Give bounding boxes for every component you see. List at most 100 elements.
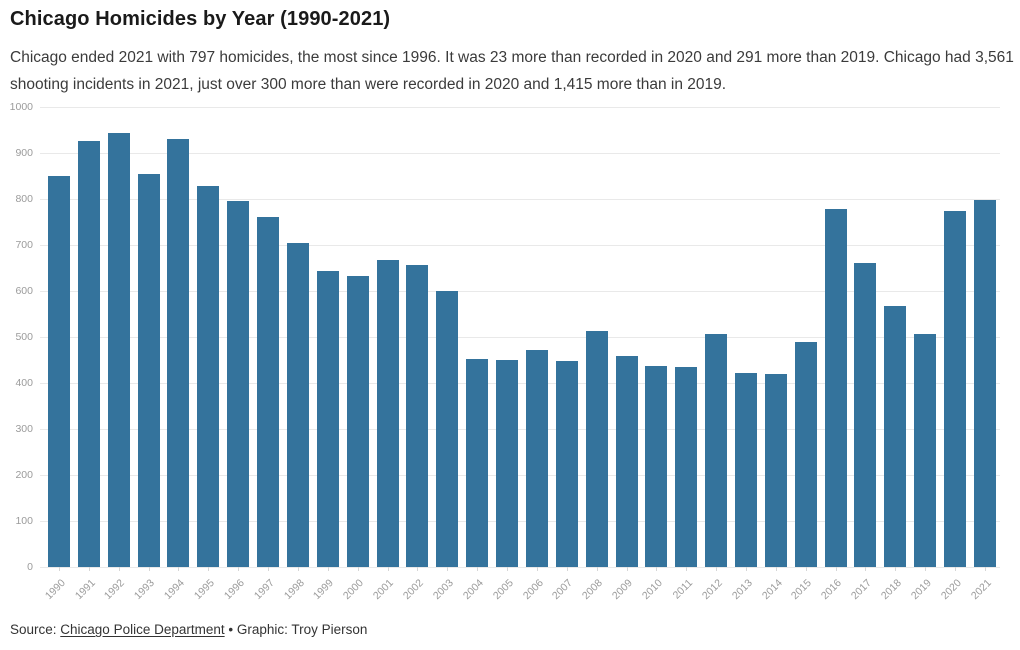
bar-2008[interactable] <box>585 331 608 567</box>
bar-2003[interactable] <box>436 290 459 567</box>
x-axis-label-2009: 2009 <box>610 577 636 603</box>
y-axis-label-400: 400 <box>15 377 33 389</box>
x-tick-2015 <box>805 567 807 571</box>
bar-1991[interactable] <box>77 140 100 567</box>
gridline-400 <box>40 383 1000 384</box>
bar-2021[interactable] <box>973 200 996 567</box>
x-tick-2016 <box>835 567 837 571</box>
gridline-200 <box>40 475 1000 476</box>
bar-1999[interactable] <box>316 271 339 567</box>
x-tick-2018 <box>895 567 897 571</box>
x-tick-2000 <box>357 567 359 571</box>
y-axis-label-700: 700 <box>15 239 33 251</box>
bar-2020[interactable] <box>944 210 967 567</box>
bar-1990[interactable] <box>48 175 70 567</box>
bar-2017[interactable] <box>854 263 877 567</box>
bar-1996[interactable] <box>227 200 250 567</box>
x-axis-label-1990: 1990 <box>42 577 68 603</box>
bar-2006[interactable] <box>525 350 548 567</box>
bar-2001[interactable] <box>376 260 399 567</box>
bar-2016[interactable] <box>824 209 847 567</box>
x-tick-2017 <box>865 567 867 571</box>
x-axis-label-2004: 2004 <box>460 577 486 603</box>
bar-1992[interactable] <box>107 133 130 567</box>
x-axis-label-2020: 2020 <box>938 577 964 603</box>
source-link[interactable]: Chicago Police Department <box>60 622 225 637</box>
y-axis: 0 100 200 300 400 500 600 700 800 900 1000 <box>0 0 33 650</box>
x-tick-1990 <box>59 567 60 571</box>
x-axis-label-2012: 2012 <box>699 577 725 603</box>
gridline-800 <box>40 199 1000 200</box>
graphic-credit: Graphic: Troy Pierson <box>236 622 368 637</box>
x-tick-1997 <box>268 567 270 571</box>
x-tick-1999 <box>327 567 329 571</box>
x-axis-label-1994: 1994 <box>161 577 187 603</box>
x-tick-2012 <box>716 567 718 571</box>
bar-2007[interactable] <box>555 360 578 567</box>
x-axis-label-1993: 1993 <box>132 577 158 603</box>
x-tick-2011 <box>686 567 688 571</box>
x-axis-label-1996: 1996 <box>221 577 247 603</box>
x-tick-1994 <box>178 567 180 571</box>
x-tick-2004 <box>477 567 479 571</box>
x-tick-2001 <box>387 567 389 571</box>
bar-2004[interactable] <box>466 358 489 567</box>
x-tick-2009 <box>626 567 628 571</box>
x-axis-label-2001: 2001 <box>371 577 397 603</box>
x-axis-label-2013: 2013 <box>729 577 755 603</box>
bar-1994[interactable] <box>167 138 190 567</box>
x-tick-2003 <box>447 567 449 571</box>
bar-2014[interactable] <box>764 373 787 567</box>
x-axis-label-2005: 2005 <box>490 577 516 603</box>
x-tick-2006 <box>536 567 538 571</box>
x-axis-label-2021: 2021 <box>968 577 994 603</box>
bar-2009[interactable] <box>615 355 638 567</box>
x-tick-2010 <box>656 567 658 571</box>
gridline-0 <box>40 567 1000 568</box>
x-axis-label-1998: 1998 <box>281 577 307 603</box>
bar-2013[interactable] <box>735 372 757 567</box>
bar-2019[interactable] <box>914 334 937 567</box>
bar-2012[interactable] <box>705 333 728 567</box>
bar-2015[interactable] <box>794 341 817 567</box>
y-axis-label-100: 100 <box>15 515 33 527</box>
y-axis-label-200: 200 <box>15 469 33 481</box>
y-axis-label-0: 0 <box>27 561 33 573</box>
bar-1998[interactable] <box>286 243 309 567</box>
bar-2000[interactable] <box>346 275 369 567</box>
bar-2018[interactable] <box>884 306 907 567</box>
x-axis-label-1992: 1992 <box>102 577 128 603</box>
gridline-1000 <box>40 107 1000 108</box>
footer-separator: • <box>224 622 237 637</box>
x-tick-2014 <box>775 567 777 571</box>
chart-title: Chicago Homicides by Year (1990-2021) <box>10 8 391 30</box>
x-axis-label-2019: 2019 <box>908 577 934 603</box>
x-axis-label-2006: 2006 <box>520 577 546 603</box>
source-prefix: Source: <box>10 622 61 637</box>
bar-1997[interactable] <box>257 216 280 567</box>
bar-2011[interactable] <box>675 366 698 567</box>
x-tick-1995 <box>208 567 210 571</box>
bar-1995[interactable] <box>197 186 220 567</box>
y-axis-label-800: 800 <box>15 193 33 205</box>
bar-2005[interactable] <box>496 359 519 567</box>
x-axis-label-1995: 1995 <box>191 577 217 603</box>
gridline-300 <box>40 429 1000 430</box>
y-axis-label-900: 900 <box>15 147 33 159</box>
bar-2002[interactable] <box>406 265 429 567</box>
x-axis-label-2002: 2002 <box>400 577 426 603</box>
x-axis-label-2010: 2010 <box>639 577 665 603</box>
x-tick-1993 <box>148 567 150 571</box>
chart-footer: Source: Chicago Police Department • Grap… <box>10 622 1010 637</box>
x-axis-label-1997: 1997 <box>251 577 277 603</box>
x-tick-1992 <box>118 567 120 571</box>
x-tick-1996 <box>238 567 240 571</box>
x-tick-2020 <box>955 567 957 571</box>
bar-1993[interactable] <box>137 173 160 567</box>
x-tick-2021 <box>984 567 986 571</box>
x-tick-2002 <box>417 567 419 571</box>
bar-2010[interactable] <box>645 365 668 567</box>
x-axis-label-2015: 2015 <box>789 577 815 603</box>
gridline-900 <box>40 153 1000 154</box>
